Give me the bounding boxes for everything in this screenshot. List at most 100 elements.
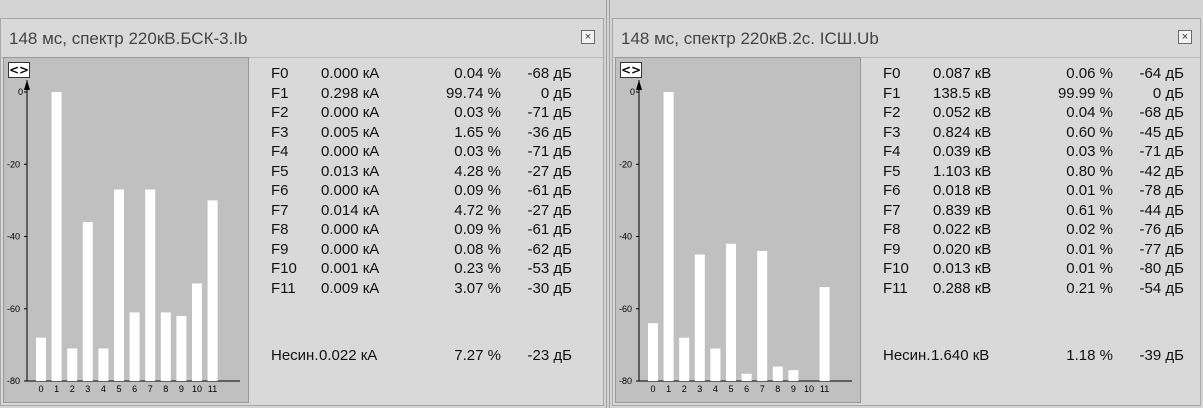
harmonic-percent: 99.99 %	[1057, 84, 1113, 102]
x-tick-label: 5	[728, 384, 733, 394]
spectrum-bar	[772, 366, 783, 381]
spectrum-chart-svg: 0 -20 -40 -60 -80 0 1 2 3 4 5 6 7 8 9 10 11	[7, 80, 240, 394]
y-tick-label: 0	[18, 87, 23, 97]
x-tick-label: 6	[744, 384, 749, 394]
harmonic-db: -53 дБ	[527, 260, 572, 277]
harmonic-db: -27 дБ	[527, 162, 572, 180]
harmonic-value: 0.022 кВ	[933, 221, 992, 238]
harmonic-percent: 0.09 %	[454, 182, 501, 199]
spectrum-bar	[726, 243, 736, 381]
panel-titlebar: 148 мс, спектр 220кВ.БСК-3.Ib ×	[1, 19, 603, 58]
harmonic-percent: 0.01 %	[1066, 260, 1113, 277]
harmonic-percent: 0.23 %	[454, 260, 501, 277]
harmonic-name: F8	[271, 221, 289, 238]
harmonic-percent: 4.28 %	[454, 162, 501, 180]
harmonic-name: F3	[883, 123, 901, 141]
spectrum-bar	[694, 254, 705, 381]
harmonic-value: 0.009 кА	[321, 279, 380, 297]
harmonic-db: -23 дБ	[527, 347, 572, 364]
harmonic-name: F9	[883, 240, 901, 258]
harmonic-name: F9	[271, 240, 289, 258]
harmonic-name: F10	[883, 260, 909, 277]
harmonic-name: F8	[883, 221, 901, 238]
x-tick-label: 9	[179, 384, 184, 394]
y-tick-label: -40	[619, 232, 632, 242]
harmonic-percent: 0.61 %	[1066, 201, 1113, 219]
x-tick-label: 11	[208, 384, 217, 394]
harmonic-db: -44 дБ	[1139, 201, 1184, 219]
harmonic-value: 0.087 кВ	[933, 65, 992, 82]
y-tick-label: -60	[619, 304, 632, 314]
harmonic-value: 0.298 кА	[321, 84, 380, 102]
harmonic-percent: 0.01 %	[1066, 182, 1113, 199]
x-tick-label: 2	[70, 384, 75, 394]
x-tick-label: 10	[192, 384, 202, 394]
close-icon[interactable]: ×	[1178, 30, 1192, 44]
x-tick-label: 9	[791, 384, 796, 394]
harmonic-db: -36 дБ	[527, 123, 572, 141]
harmonic-percent: 3.07 %	[454, 279, 501, 297]
x-tick-label: 7	[148, 384, 153, 394]
x-tick-label: 6	[132, 384, 137, 394]
harmonic-name: F4	[271, 143, 289, 160]
harmonic-percent: 0.60 %	[1066, 123, 1113, 141]
spectrum-chart-svg: 0 -20 -40 -60 -80 0 1 2 3 4 5 6 7 8 9 10 11	[619, 80, 852, 394]
harmonic-percent: 4.72 %	[454, 201, 501, 219]
harmonic-value: 0.013 кВ	[933, 260, 992, 277]
harmonic-db: -71 дБ	[527, 143, 572, 160]
spectrum-bar	[98, 348, 109, 381]
harmonic-percent: 0.80 %	[1066, 162, 1113, 180]
harmonic-value: 0.000 кА	[321, 240, 380, 258]
harmonic-name: F5	[883, 162, 901, 180]
y-tick-label: -20	[619, 159, 632, 169]
y-tick-label: -80	[619, 376, 632, 386]
spectrum-bar	[145, 189, 156, 381]
harmonic-value: 0.020 кВ	[933, 240, 992, 258]
harmonic-value: 0.000 кА	[321, 104, 380, 121]
harmonic-name: F3	[271, 123, 289, 141]
harmonic-percent: 0.03 %	[454, 104, 501, 121]
harmonic-percent: 1.18 %	[1066, 347, 1113, 364]
harmonic-value: 0.000 кА	[321, 143, 380, 160]
panel-title: 148 мс, спектр 220кВ.БСК-3.Ib	[9, 29, 248, 48]
harmonic-name: F6	[271, 182, 289, 199]
spectrum-bar	[192, 283, 202, 381]
harmonic-percent: 7.27 %	[454, 347, 501, 364]
spectrum-bar	[160, 312, 171, 381]
x-tick-label: 11	[820, 384, 829, 394]
harmonic-db: -30 дБ	[527, 279, 572, 297]
y-tick-label: -20	[7, 159, 20, 169]
x-tick-label: 5	[116, 384, 121, 394]
harmonic-db: -78 дБ	[1139, 182, 1184, 199]
harmonic-db: -76 дБ	[1139, 221, 1184, 238]
spectrum-bar	[741, 373, 752, 381]
spectrum-bar	[36, 337, 46, 381]
spectrum-chart: 0 -20 -40 -60 -80 0 1 2 3 4 5 6 7 8 9 10 11 <>	[3, 57, 249, 403]
harmonic-percent: 0.03 %	[454, 143, 501, 160]
harmonic-db: -62 дБ	[527, 240, 572, 258]
harmonic-db: -64 дБ	[1139, 65, 1184, 82]
x-tick-label: 8	[163, 384, 168, 394]
spectrum-panel-ub: 148 мс, спектр 220кВ.2с. ICШ.Ub × 0 -20 -4…	[612, 18, 1201, 406]
harmonic-value: 0.018 кВ	[933, 182, 992, 199]
spectrum-bar	[176, 315, 187, 381]
x-tick-label: 2	[682, 384, 687, 394]
harmonic-db: -68 дБ	[1139, 104, 1184, 121]
harmonic-value: 0.824 кВ	[933, 123, 992, 141]
harmonic-db: -71 дБ	[1139, 143, 1184, 160]
harmonic-db: -71 дБ	[527, 104, 572, 121]
harmonic-name: F4	[883, 143, 901, 160]
harmonic-name: F7	[271, 201, 289, 219]
spectrum-bar	[679, 337, 690, 381]
harmonic-db: -68 дБ	[527, 65, 572, 82]
harmonic-value: 1.103 кВ	[933, 162, 992, 180]
harmonic-name: F5	[271, 162, 289, 180]
expand-toggle-button[interactable]: <>	[620, 62, 642, 78]
x-tick-label: 7	[760, 384, 765, 394]
y-tick-label: -40	[7, 232, 20, 242]
close-icon[interactable]: ×	[581, 30, 595, 44]
panel-splitter[interactable]	[606, 0, 610, 408]
harmonic-percent: 0.02 %	[1066, 221, 1113, 238]
harmonic-value: 138.5 кВ	[933, 84, 992, 102]
expand-toggle-button[interactable]: <>	[8, 62, 30, 78]
